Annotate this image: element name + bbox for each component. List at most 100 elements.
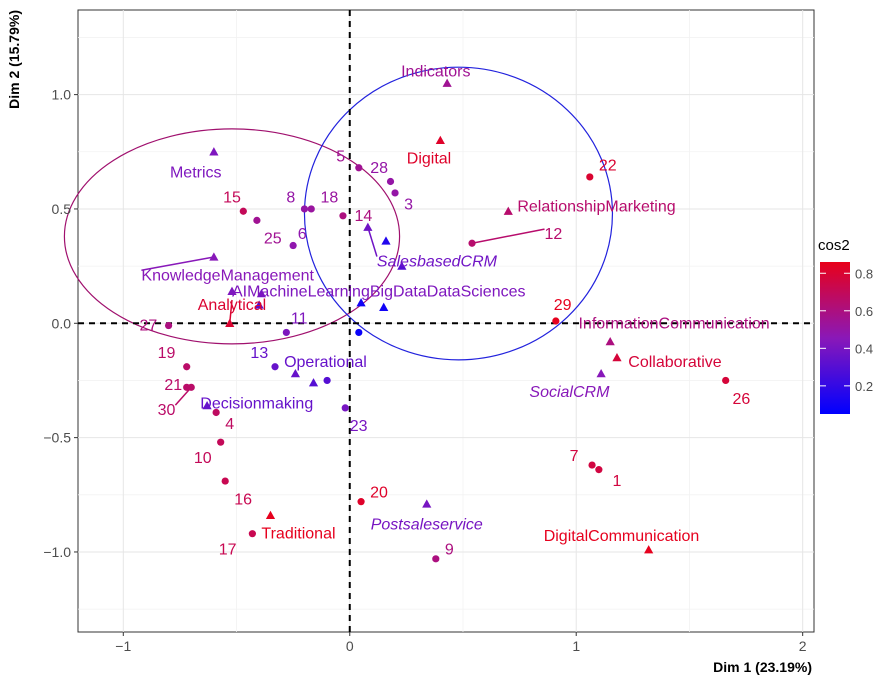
point-unlabeled-1-20 xyxy=(356,298,366,307)
label-10: 10 xyxy=(194,450,212,467)
legend-title: cos2 xyxy=(818,237,850,254)
legend-tick-label-1: 0.4 xyxy=(855,341,873,356)
point-labels: 1345678910111213141516171819202122232526… xyxy=(139,64,769,559)
point-25 xyxy=(253,216,261,224)
label-decisionmaking: Decisionmaking xyxy=(200,395,313,412)
label-23: 23 xyxy=(350,418,368,435)
label-30: 30 xyxy=(158,402,176,419)
label-digital: Digital xyxy=(407,151,451,168)
label-collaborative: Collaborative xyxy=(628,354,721,371)
point-unlabeled-1-19 xyxy=(397,261,407,270)
point-18 xyxy=(307,205,315,213)
label-postsaleservice: Postsaleservice xyxy=(371,517,483,534)
label-15: 15 xyxy=(223,190,241,207)
label-5: 5 xyxy=(336,148,345,165)
point-20 xyxy=(357,498,365,506)
label-27: 27 xyxy=(139,318,157,335)
point-decisionmaking xyxy=(202,401,212,410)
label-17: 17 xyxy=(219,542,237,559)
point-7 xyxy=(588,461,596,469)
label-21: 21 xyxy=(164,377,182,394)
point-unlabeled-1-18 xyxy=(381,236,391,245)
point-4 xyxy=(212,408,220,417)
leader-salesbasedcrm xyxy=(367,227,378,257)
leader-knowledgemanagement xyxy=(141,256,215,272)
point-17 xyxy=(248,530,256,538)
label-29: 29 xyxy=(554,297,572,314)
y-tick-label-0: −1.0 xyxy=(43,544,71,560)
label-19: 19 xyxy=(158,345,176,362)
point-16 xyxy=(221,477,229,485)
point-26 xyxy=(722,376,730,385)
y-tick-label-1: −0.5 xyxy=(43,430,71,446)
cos2-legend: cos2 0.2 0.4 0.6 0.8 xyxy=(818,237,873,414)
point-indicators xyxy=(442,78,452,87)
point-unlabeled-0-28 xyxy=(355,328,363,337)
label-14: 14 xyxy=(354,208,372,225)
point-22 xyxy=(586,173,594,181)
point-digital xyxy=(435,135,445,145)
point-27 xyxy=(164,321,173,330)
label-4: 4 xyxy=(225,416,234,433)
point-12 xyxy=(468,239,476,247)
axis-ticks: −1 0 1 2 −1.0 −0.5 0.0 0.5 1.0 xyxy=(43,87,806,654)
point-30 xyxy=(187,383,195,391)
label-3: 3 xyxy=(404,196,413,213)
point-11 xyxy=(282,328,290,337)
label-8: 8 xyxy=(286,190,295,207)
point-10 xyxy=(217,438,225,446)
point-digitalcommunication xyxy=(644,545,654,554)
label-28: 28 xyxy=(370,160,388,177)
point-19 xyxy=(183,363,191,371)
point-15 xyxy=(239,207,247,215)
legend-tick-label-0: 0.2 xyxy=(855,379,873,394)
x-tick-label-1: 0 xyxy=(346,638,354,654)
label-leader-lines xyxy=(141,227,545,406)
label-1: 1 xyxy=(612,473,621,490)
point-relationshipmarketing xyxy=(503,206,513,215)
label-25: 25 xyxy=(264,231,282,248)
point-29 xyxy=(552,317,560,325)
label-analytical: Analytical xyxy=(198,297,266,314)
point-8 xyxy=(300,205,309,213)
point-23 xyxy=(341,404,349,412)
label-20: 20 xyxy=(370,485,388,502)
point-9 xyxy=(432,555,440,563)
zero-reference-lines xyxy=(78,10,814,632)
ellipse-1 xyxy=(303,66,614,361)
point-unlabeled-1-16 xyxy=(256,288,267,298)
point-postsaleservice xyxy=(422,499,432,508)
point-operational xyxy=(290,368,301,378)
y-tick-label-3: 0.5 xyxy=(52,201,72,217)
point-28 xyxy=(386,177,395,186)
label-18: 18 xyxy=(320,190,338,207)
point-unlabeled-1-22 xyxy=(308,378,319,387)
label-relationshipmarketing: RelationshipMarketing xyxy=(517,199,675,216)
label-9: 9 xyxy=(445,542,454,559)
x-tick-label-3: 2 xyxy=(799,638,807,654)
x-tick-label-0: −1 xyxy=(115,638,131,654)
label-informationcommunication: InformationCommunication xyxy=(578,315,769,332)
point-metrics xyxy=(209,147,219,156)
label-socialcrm: SocialCRM xyxy=(529,384,610,401)
label-salesbasedcrm: SalesbasedCRM xyxy=(377,254,498,271)
point-unlabeled-0-29 xyxy=(323,376,331,385)
point-salesbasedcrm xyxy=(363,222,373,231)
label-26: 26 xyxy=(732,391,750,408)
label-22: 22 xyxy=(599,158,617,175)
legend-tick-label-2: 0.6 xyxy=(855,304,873,319)
y-tick-label-2: 0.0 xyxy=(52,315,72,331)
label-6: 6 xyxy=(298,226,307,243)
plot-panel xyxy=(77,9,815,633)
label-13: 13 xyxy=(250,345,268,362)
point-informationcommunication xyxy=(605,336,615,346)
label-digitalcommunication: DigitalCommunication xyxy=(544,528,700,545)
confidence-ellipses xyxy=(63,66,614,361)
point-5 xyxy=(355,164,363,172)
label-11: 11 xyxy=(291,311,308,328)
legend-tick-label-3: 0.8 xyxy=(855,266,873,281)
y-tick-label-4: 1.0 xyxy=(52,87,72,103)
point-13 xyxy=(271,363,279,371)
point-6 xyxy=(289,241,297,250)
